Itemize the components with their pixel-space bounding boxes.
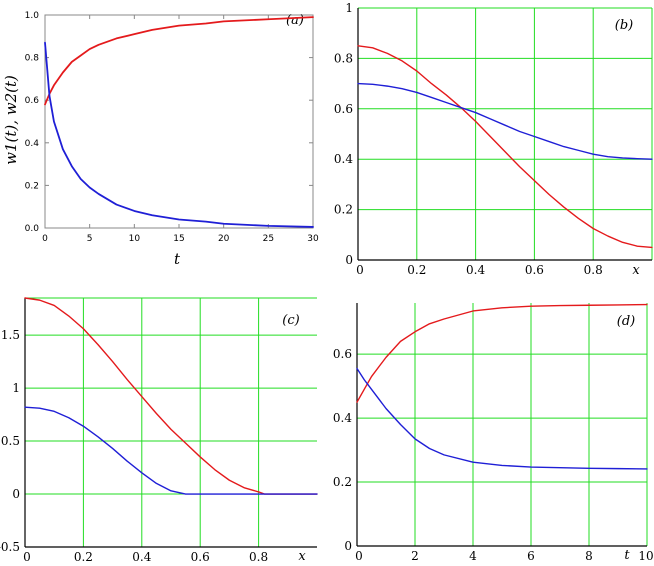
panel-label: (a) — [286, 13, 304, 28]
y-tick-label: 0.5 — [1, 434, 20, 448]
series-line-0 — [357, 45, 653, 249]
series-line-1 — [24, 406, 318, 495]
y-tick-label: 1 — [12, 381, 20, 395]
series-line-0 — [356, 303, 648, 403]
y-tick-label: 0.8 — [334, 51, 353, 65]
x-tick-label: 25 — [263, 234, 274, 244]
y-tick-label: 0 — [12, 487, 20, 501]
x-tick-label: 0 — [356, 263, 364, 277]
x-tick-label: 0.2 — [74, 550, 93, 564]
x-axis-label: t — [174, 250, 181, 268]
x-tick-label: 0.6 — [191, 550, 210, 564]
series-line-0 — [44, 16, 314, 106]
x-tick-label: 0 — [42, 234, 48, 244]
y-tick-label: 0.4 — [333, 411, 352, 425]
y-tick-label: 1.0 — [25, 11, 40, 21]
y-tick-label: 1.5 — [1, 328, 20, 342]
y-tick-label: 1 — [345, 1, 353, 15]
y-tick-label: 0.6 — [25, 96, 40, 106]
y-tick-label: -0.5 — [0, 540, 20, 554]
x-tick-label: 20 — [218, 234, 230, 244]
panel-label: (d) — [617, 314, 635, 329]
x-tick-label: 10 — [638, 549, 653, 563]
y-tick-label: 0 — [344, 539, 352, 553]
y-tick-label: 0.4 — [334, 152, 353, 166]
series-line-1 — [356, 367, 648, 470]
x-tick-label: 6 — [527, 549, 535, 563]
x-tick-label: 0.2 — [407, 263, 426, 277]
y-tick-label: 0.0 — [25, 224, 40, 234]
x-axis-label: x — [298, 549, 306, 564]
x-tick-label: 0.8 — [249, 550, 268, 564]
x-tick-label: 30 — [307, 234, 319, 244]
x-tick-label: 0.6 — [525, 263, 544, 277]
y-tick-label: 0.8 — [25, 54, 40, 64]
y-tick-label: 0 — [345, 253, 353, 267]
x-tick-label: 2 — [411, 549, 419, 563]
x-axis-label: t — [624, 548, 630, 563]
x-axis-label: x — [632, 263, 640, 278]
y-tick-label: 0.4 — [25, 139, 40, 149]
panel-label: (c) — [282, 313, 299, 328]
series-line-0 — [24, 297, 318, 495]
panel-2: 00.20.40.60.8-0.500.511.5x(c) — [0, 297, 318, 564]
x-tick-label: 0 — [355, 549, 363, 563]
panel-3: 0 2 4 6 8 10 0 0.2 0.4 0.6 t (d) — [333, 303, 654, 563]
panel-0: 0 5 10 15 20 25 30 0.0 0.2 0.4 0.6 0.8 1.0 w1(t), w2(… — [2, 11, 319, 268]
y-tick-label: 0.2 — [334, 203, 353, 217]
series-line-1 — [357, 82, 653, 160]
x-tick-label: 4 — [469, 549, 477, 563]
x-tick-label: 0.4 — [466, 263, 485, 277]
x-tick-label: 15 — [173, 234, 184, 244]
series-line-1 — [44, 41, 314, 228]
y-axis-label: w1(t), w2(t) — [2, 75, 20, 165]
plot-frame — [44, 14, 314, 229]
x-tick-label: 10 — [129, 234, 141, 244]
x-tick-label: 5 — [87, 234, 93, 244]
panel-1: 0 0.2 0.4 0.6 0.8 0 0.2 0.4 0.6 0.8 1 x (b) — [334, 1, 653, 278]
x-tick-label: 0 — [23, 550, 31, 564]
x-tick-label: 0.8 — [584, 263, 603, 277]
x-tick-label: 8 — [585, 549, 593, 563]
y-tick-label: 0.2 — [25, 181, 39, 191]
y-tick-label: 0.2 — [333, 475, 352, 489]
y-tick-label: 0.6 — [333, 347, 352, 361]
panel-label: (b) — [615, 18, 633, 33]
x-tick-label: 0.4 — [132, 550, 151, 564]
y-tick-label: 0.6 — [334, 102, 353, 116]
